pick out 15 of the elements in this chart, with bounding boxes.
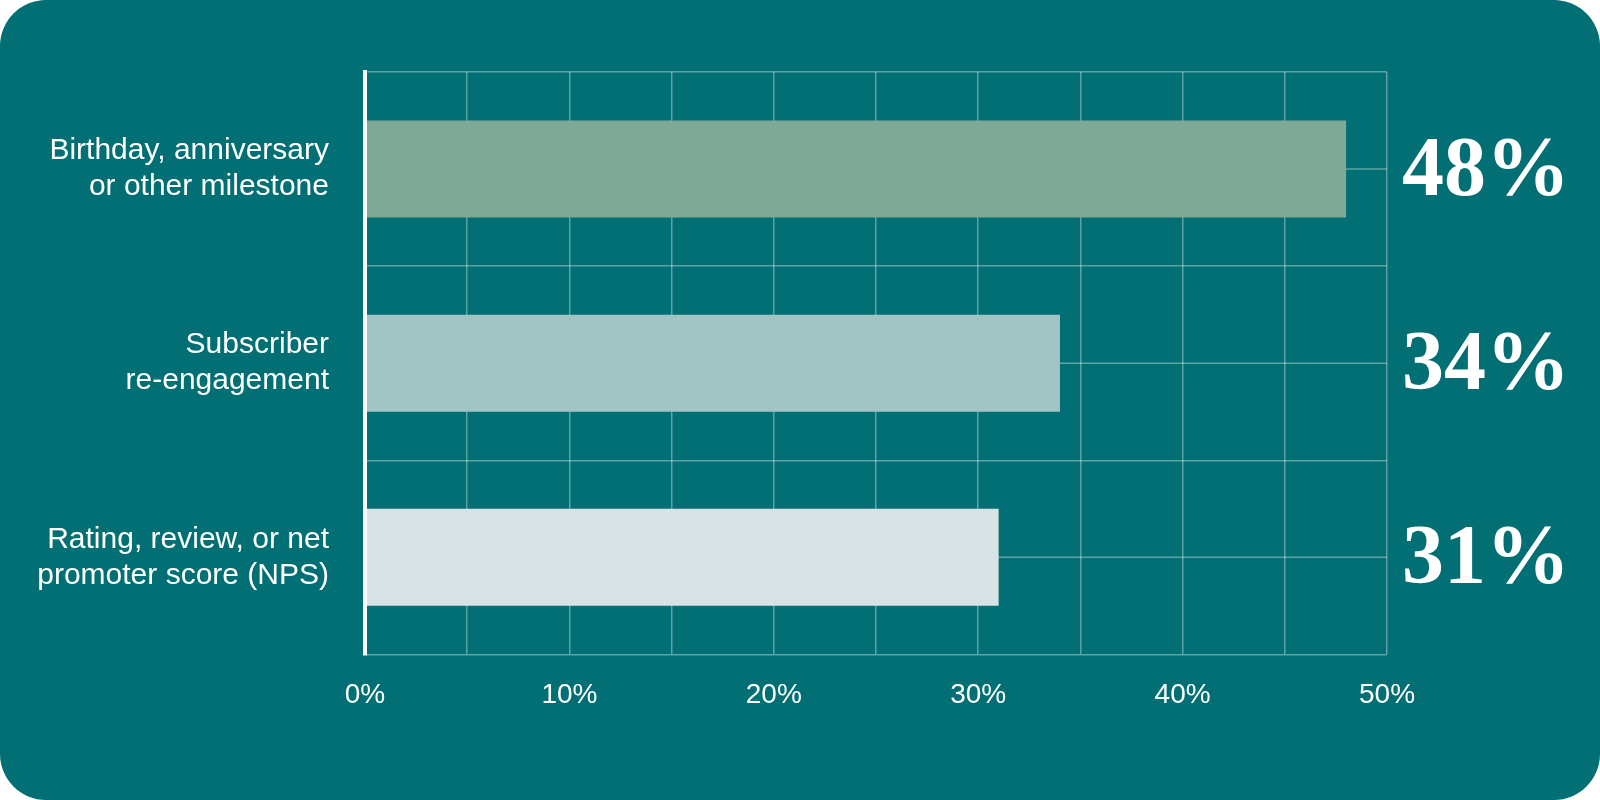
x-tick-label: 50% [1358,677,1416,709]
data-label: 31% [1402,508,1570,602]
y-tick-label: Rating, review, or net promoter score (NPS) [37,520,330,590]
y-tick-label: Subscriber re-engagement [125,326,330,396]
x-tick-label: 0% [344,677,386,709]
bar [365,314,1060,412]
data-label: 48% [1402,119,1570,213]
x-tick-label: 40% [1154,677,1211,709]
data-label: 34% [1402,313,1570,407]
x-tick-label: 10% [541,677,598,709]
y-tick-label: Birthday, anniversary or other milestone [49,132,329,202]
bar [365,120,1347,218]
bar [365,508,999,606]
x-tick-label: 30% [950,677,1007,709]
x-tick-label: 20% [745,677,802,709]
